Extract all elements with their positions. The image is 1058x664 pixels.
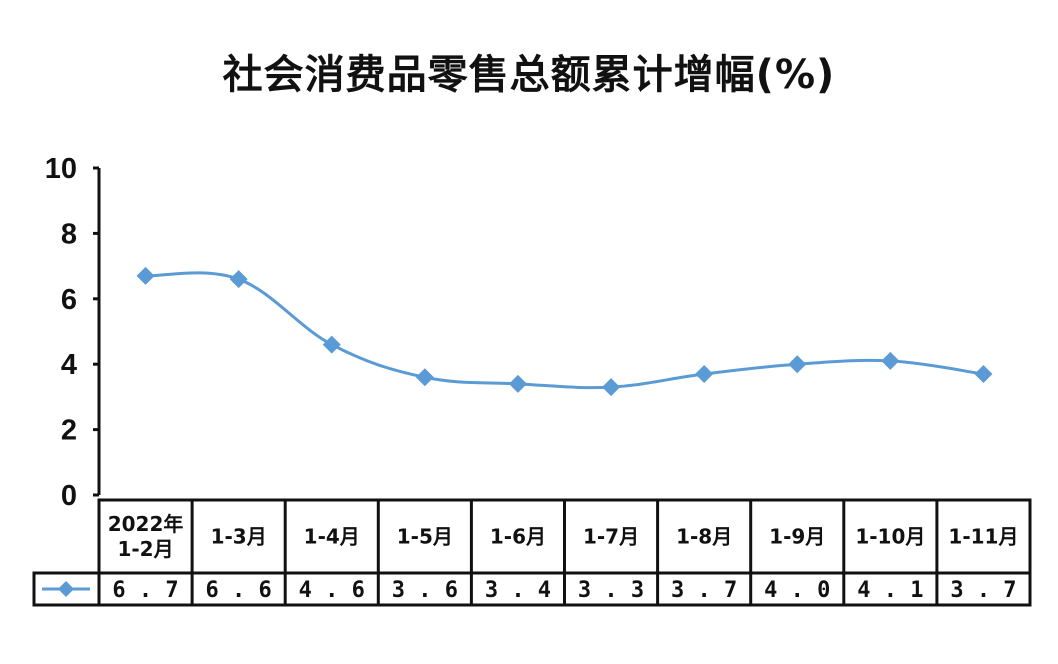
category-label: 1-3月 (211, 525, 267, 549)
data-table-value: 3 . 6 (392, 578, 458, 603)
y-tick-label: 0 (61, 480, 77, 512)
data-point-marker (602, 378, 621, 397)
data-point-marker (788, 355, 807, 374)
data-table-value: 3 . 7 (950, 578, 1016, 603)
category-label: 1-7月 (583, 525, 639, 549)
data-point-marker (974, 365, 993, 384)
category-label: 1-8月 (676, 525, 732, 549)
y-tick-label: 8 (61, 218, 77, 250)
series-line (145, 271, 984, 390)
data-table-value: 3 . 3 (578, 578, 644, 603)
category-label: 1-10月 (855, 525, 925, 549)
y-tick-label: 6 (61, 284, 77, 316)
legend-marker (58, 581, 74, 597)
value-row-border (32, 571, 1032, 607)
data-table-value: 4 . 0 (764, 578, 830, 603)
data-table-value: 4 . 6 (299, 578, 365, 603)
data-table-value: 3 . 7 (671, 578, 737, 603)
data-table-value: 6 . 6 (206, 578, 272, 603)
y-tick-label: 2 (61, 415, 77, 447)
data-point-marker (881, 351, 900, 370)
category-label: 1-6月 (490, 525, 546, 549)
data-table-value: 6 . 7 (112, 578, 178, 603)
category-label: 1-11月 (948, 525, 1018, 549)
category-label: 1-4月 (304, 525, 360, 549)
chart-title: 社会消费品零售总额累计增幅(%) (222, 52, 836, 98)
data-table-value: 4 . 1 (857, 578, 923, 603)
data-point-marker (695, 365, 714, 384)
category-label: 1-5月 (397, 525, 453, 549)
y-tick-label: 10 (45, 153, 77, 185)
data-point-marker (136, 266, 155, 285)
data-point-marker (415, 368, 434, 387)
category-label: 1-2月 (117, 537, 173, 561)
data-point-marker (322, 335, 341, 354)
data-point-marker (508, 374, 527, 393)
data-table-value: 3 . 4 (485, 578, 551, 603)
data-point-marker (229, 270, 248, 289)
y-tick-label: 4 (61, 349, 77, 381)
category-label: 2022年 (108, 512, 184, 536)
category-label: 1-9月 (769, 525, 825, 549)
